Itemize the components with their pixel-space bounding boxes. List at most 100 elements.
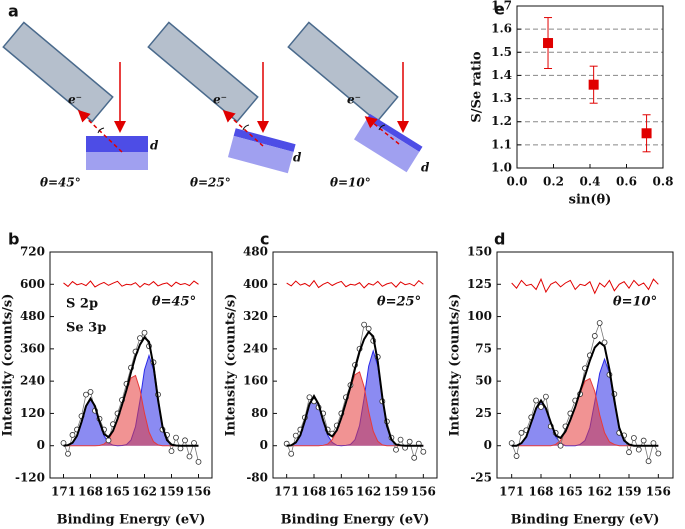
annotation: θ=45°	[152, 295, 196, 310]
data-point	[182, 437, 188, 444]
panel-label: a	[8, 2, 19, 21]
data-point	[168, 448, 175, 454]
electron-label: e⁻	[347, 93, 361, 107]
data-point	[65, 450, 71, 457]
angle-arc	[242, 124, 250, 131]
area-fill	[63, 375, 199, 446]
data-point	[186, 453, 193, 460]
plot-area	[60, 280, 202, 465]
y-tick-label: 360	[20, 341, 45, 355]
y-tick-label: 480	[243, 245, 268, 259]
y-tick-label: 1.2	[491, 114, 512, 128]
legend-entry: Se 3p	[66, 321, 106, 336]
x-axis-title: Binding Energy (eV)	[57, 513, 206, 528]
y-tick-label: 1.1	[491, 137, 512, 151]
fit-line	[63, 335, 199, 447]
y-tick-label: 0	[260, 438, 268, 452]
plot-area	[543, 17, 652, 153]
data-point	[397, 436, 404, 443]
y-tick-label: 1.7	[491, 0, 512, 13]
y-tick-label: 320	[243, 309, 268, 323]
data-point	[601, 339, 608, 346]
x-tick-label: 168	[528, 485, 553, 499]
y-tick-label: 75	[475, 341, 492, 355]
detector	[2, 21, 114, 123]
angle-arc	[97, 127, 105, 134]
fit-line	[511, 341, 659, 447]
data-point	[141, 329, 148, 336]
x-tick-label: 156	[646, 485, 671, 499]
x-tick-label: 165	[329, 485, 354, 499]
data-point	[411, 454, 418, 461]
data-point	[557, 442, 564, 449]
x-tick-label: 0.2	[543, 175, 564, 189]
axes-frame	[272, 251, 438, 479]
data-point	[655, 450, 662, 457]
y-tick-label: 1.6	[491, 22, 512, 36]
data-point	[288, 450, 295, 457]
angle-label: θ=10°	[330, 176, 371, 190]
residual-line	[286, 279, 424, 289]
sample-bulk	[227, 135, 294, 174]
panel-label: d	[494, 230, 505, 249]
y-tick-label: -80	[246, 471, 268, 485]
y-tick-label: 480	[20, 309, 45, 323]
x-tick-label: 159	[383, 485, 408, 499]
data-point	[361, 321, 368, 328]
data-point	[542, 393, 549, 400]
y-tick-label: 240	[20, 374, 45, 388]
y-tick-label: 1.3	[491, 91, 512, 105]
y-tick-label: 80	[251, 406, 268, 420]
x-tick-label: 162	[356, 485, 381, 499]
x-tick-label: 159	[616, 485, 641, 499]
y-axis-title: S/Se ratio	[470, 51, 485, 123]
angle-label: θ=25°	[190, 176, 231, 190]
data-point	[137, 335, 143, 341]
data-point	[538, 404, 544, 410]
emission-path	[77, 109, 123, 153]
x-tick-label: 162	[587, 485, 612, 499]
y-tick-label: 240	[243, 341, 268, 355]
data-point	[630, 435, 637, 441]
sample-bulk	[86, 152, 148, 170]
electron-label: e⁻	[68, 93, 82, 107]
residual-line	[63, 280, 199, 288]
y-tick-label: 50	[475, 374, 492, 388]
data-point	[543, 38, 554, 49]
sample-surface	[366, 113, 423, 152]
area-fill	[511, 378, 659, 446]
panel-label: b	[8, 230, 19, 249]
sample-surface	[233, 128, 296, 152]
area-fill	[63, 355, 199, 446]
data-point	[365, 325, 372, 332]
data-point	[420, 448, 427, 455]
data-point	[393, 446, 399, 453]
plot-area	[283, 279, 427, 461]
depth-label: d	[421, 161, 430, 175]
annotation: θ=25°	[377, 295, 421, 310]
data-point	[292, 432, 299, 439]
data-point	[518, 429, 525, 436]
y-axis-title: Intensity (counts/s)	[224, 294, 239, 437]
data-point	[87, 389, 94, 395]
annotation: θ=10°	[613, 295, 657, 310]
y-tick-label: 1.0	[491, 161, 512, 175]
setup: e⁻ d θ=10°	[287, 21, 430, 190]
x-tick-label: 165	[558, 485, 583, 499]
x-axis-title: Binding Energy (eV)	[511, 513, 660, 528]
data-point	[83, 391, 89, 398]
y-tick-label: 1.4	[491, 68, 512, 82]
area-fill	[286, 371, 424, 446]
angle-label: θ=45°	[40, 176, 81, 190]
data-point	[513, 453, 520, 459]
y-tick-label: 25	[475, 406, 492, 420]
x-tick-label: 171	[499, 485, 524, 499]
x-axis-title: sin(θ)	[569, 193, 612, 208]
axes-frame	[49, 251, 213, 479]
axes-frame	[516, 5, 664, 169]
y-axis-title: Intensity (counts/s)	[448, 294, 463, 437]
data-point	[173, 434, 179, 441]
y-tick-label: 600	[20, 277, 45, 291]
detector	[287, 21, 399, 123]
